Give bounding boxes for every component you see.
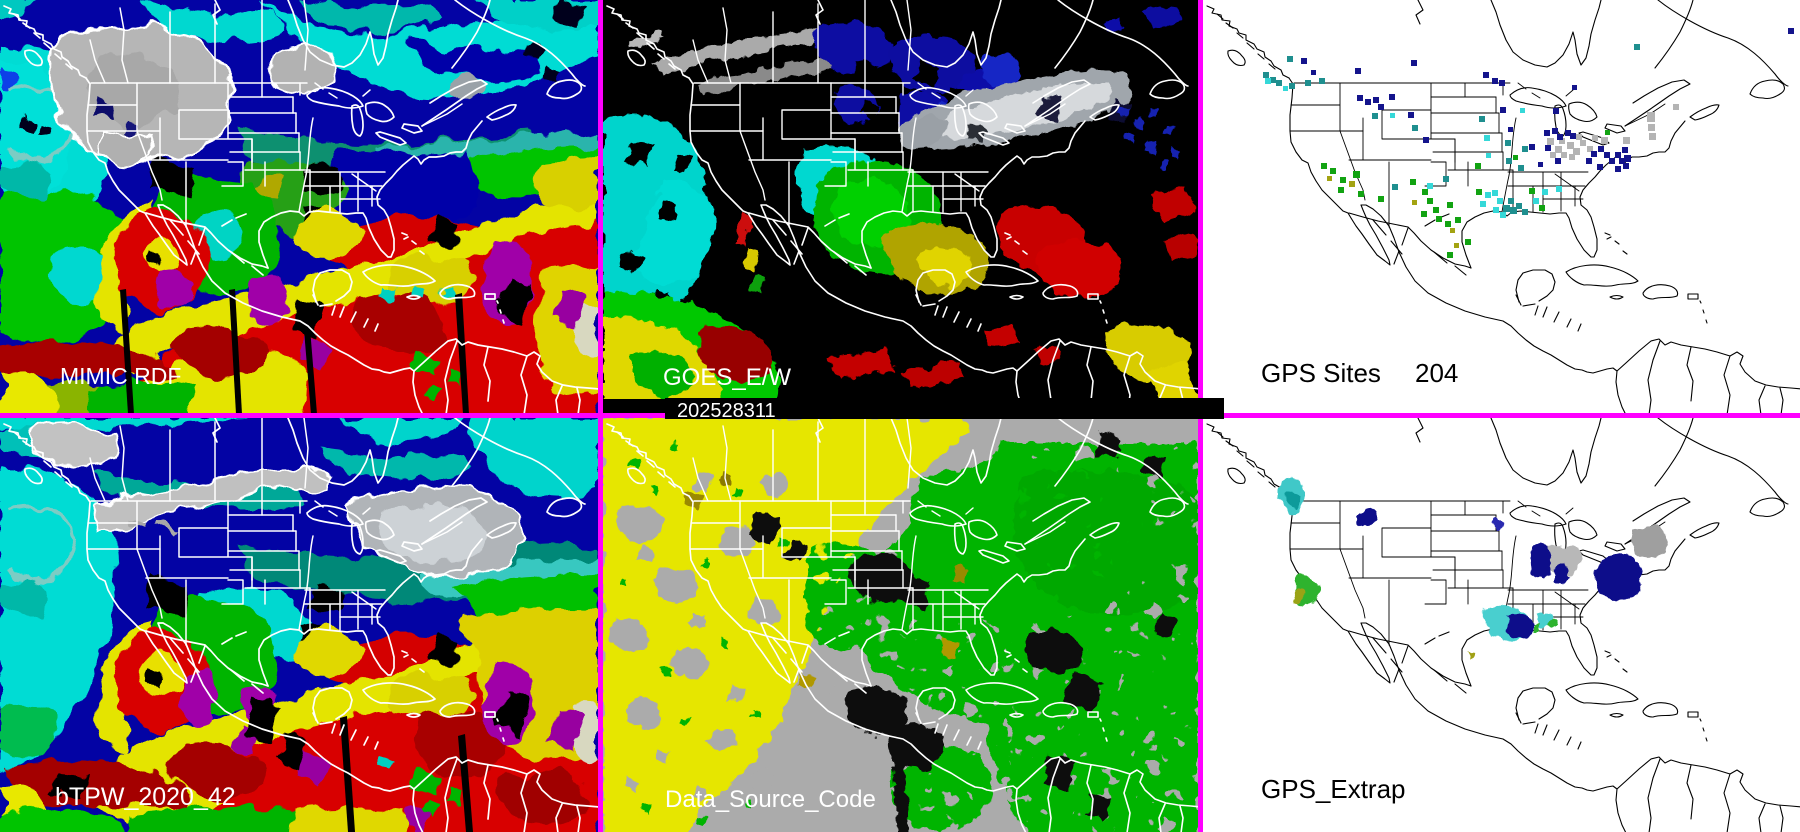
svg-text:MIMIC RDF: MIMIC RDF: [60, 363, 181, 389]
svg-text:GPS Sites: GPS Sites: [1261, 358, 1381, 388]
svg-text:204: 204: [1415, 358, 1458, 388]
svg-text:GOES_E/W: GOES_E/W: [663, 364, 791, 391]
svg-text:GPS_Extrap: GPS_Extrap: [1261, 774, 1406, 804]
svg-text:Data_Source_Code: Data_Source_Code: [665, 786, 876, 813]
svg-text:bTPW_2020_42: bTPW_2020_42: [55, 783, 236, 811]
